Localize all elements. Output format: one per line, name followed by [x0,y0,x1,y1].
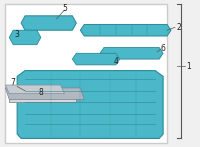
Polygon shape [17,71,163,138]
Text: 3: 3 [15,30,20,39]
Polygon shape [72,53,120,65]
Text: 4: 4 [113,57,118,66]
Polygon shape [80,24,171,36]
Polygon shape [9,92,76,102]
Text: 5: 5 [62,4,67,13]
Polygon shape [5,85,64,94]
Polygon shape [5,88,84,100]
Polygon shape [21,16,76,30]
Text: 8: 8 [38,88,43,97]
FancyBboxPatch shape [5,4,167,143]
Text: 7: 7 [11,78,16,87]
Text: 1: 1 [186,62,191,71]
Polygon shape [9,30,41,45]
Text: 2: 2 [177,23,181,32]
Polygon shape [100,47,163,59]
Text: 6: 6 [161,45,166,54]
